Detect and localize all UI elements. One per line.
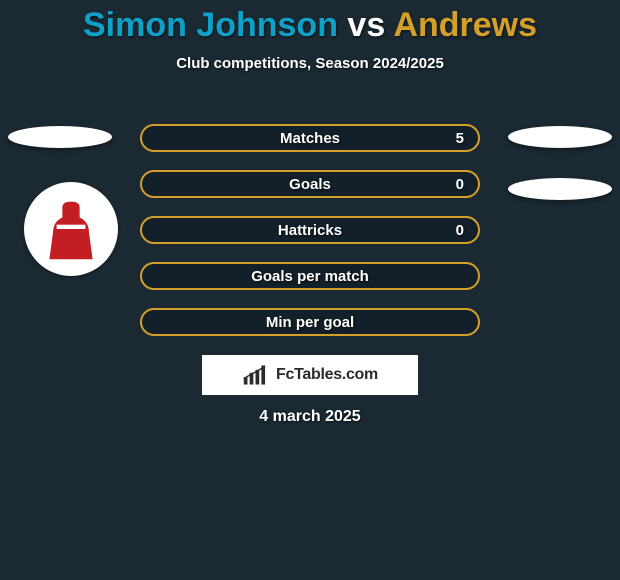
player2-name: Andrews [393, 6, 537, 44]
stat-value: 5 [456, 130, 464, 147]
club-logo-icon [35, 193, 107, 265]
stat-label: Goals [289, 176, 331, 193]
stat-bar: Hattricks 0 [140, 216, 480, 244]
stat-bar: Min per goal [140, 308, 480, 336]
player2-photo-placeholder-2 [508, 178, 612, 200]
brand-badge: FcTables.com [202, 355, 418, 395]
stat-value: 0 [456, 222, 464, 239]
comparison-title: Simon Johnson vs Andrews [0, 0, 620, 45]
stat-label: Matches [280, 130, 340, 147]
stat-value: 0 [456, 176, 464, 193]
player1-name: Simon Johnson [83, 6, 338, 44]
brand-chart-icon [242, 364, 272, 386]
stats-container: Matches 5 Goals 0 Hattricks 0 Goals per match M… [140, 124, 480, 354]
vs-separator: vs [347, 6, 385, 44]
subtitle: Club competitions, Season 2024/2025 [0, 55, 620, 72]
stat-bar: Goals 0 [140, 170, 480, 198]
club-logo [24, 182, 118, 276]
date-label: 4 march 2025 [0, 408, 620, 426]
stat-bar: Goals per match [140, 262, 480, 290]
player2-photo-placeholder-1 [508, 126, 612, 148]
stat-label: Hattricks [278, 222, 342, 239]
stat-label: Goals per match [251, 268, 369, 285]
player1-photo-placeholder [8, 126, 112, 148]
stat-label: Min per goal [266, 314, 354, 331]
brand-text: FcTables.com [276, 366, 378, 384]
stat-bar: Matches 5 [140, 124, 480, 152]
